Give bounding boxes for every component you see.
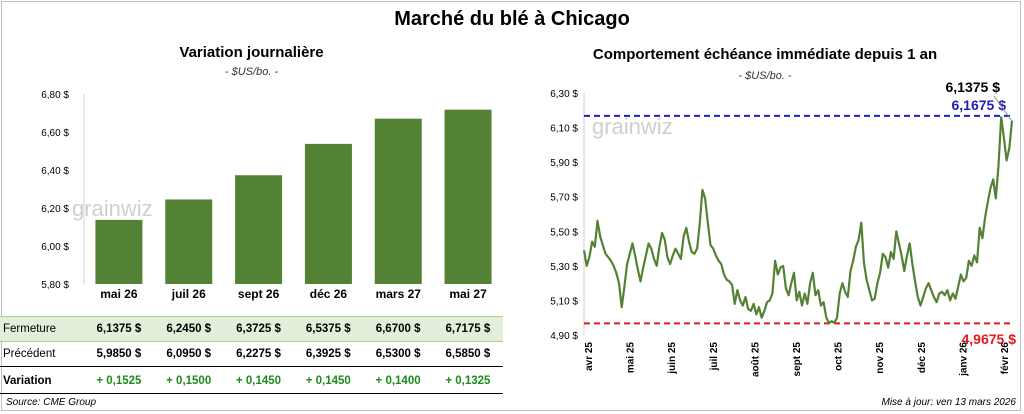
line-x-tick: mai 25 bbox=[626, 342, 637, 374]
line-x-tick: nov 25 bbox=[875, 342, 886, 374]
bar-x-tick: mai 26 bbox=[100, 287, 138, 301]
line-y-tick: 4,90 $ bbox=[550, 331, 578, 342]
right-chart-title: Comportement échéance immédiate depuis 1… bbox=[592, 46, 938, 63]
bar bbox=[374, 118, 422, 284]
previous-cell: 6,3925 $ bbox=[305, 348, 351, 360]
bar-y-tick: 5,80 $ bbox=[41, 280, 69, 291]
bar-x-tick: sept 26 bbox=[238, 287, 280, 301]
variation-cell: + 0,1450 bbox=[235, 375, 282, 387]
previous-cell: 6,0950 $ bbox=[166, 348, 212, 360]
left-chart-title: Variation journalière bbox=[179, 44, 324, 61]
line-y-tick: 5,50 $ bbox=[550, 227, 578, 238]
bar bbox=[235, 175, 283, 284]
line-x-tick: juil 25 bbox=[709, 342, 720, 372]
line-x-tick: janv 26 bbox=[958, 342, 969, 377]
bar-x-tick: déc 26 bbox=[310, 287, 348, 301]
bar bbox=[95, 219, 143, 284]
variation-cell: + 0,1525 bbox=[96, 375, 142, 387]
variation-cell: + 0,1500 bbox=[166, 375, 212, 387]
left-chart-subtitle: - $US/bo. - bbox=[224, 66, 279, 78]
close-label: Fermeture bbox=[3, 323, 57, 335]
line-y-tick: 6,10 $ bbox=[550, 124, 578, 135]
previous-cell: 6,5850 $ bbox=[445, 348, 491, 360]
bar-y-tick: 6,00 $ bbox=[41, 242, 69, 253]
close-row: Fermeture 6,1375 $ 6,2450 $ 6,3725 $ 6,5… bbox=[0, 316, 503, 342]
line-y-tick: 5,10 $ bbox=[550, 296, 578, 307]
close-cell: 6,1375 $ bbox=[96, 323, 142, 335]
close-cell: 6,7175 $ bbox=[445, 323, 491, 335]
bar bbox=[444, 109, 492, 284]
page-title: Marché du blé à Chicago bbox=[394, 8, 630, 30]
line-x-tick: sept 25 bbox=[792, 342, 803, 377]
bar-x-tick: mai 27 bbox=[449, 287, 487, 301]
low-price-label: 4,9675 $ bbox=[962, 331, 1017, 347]
close-cell: 6,6700 $ bbox=[375, 323, 421, 335]
line-x-tick: août 25 bbox=[750, 342, 761, 377]
line-y-tick: 5,70 $ bbox=[550, 193, 578, 204]
source-note: Source: CME Group bbox=[6, 397, 97, 408]
line-x-tick: oct 25 bbox=[834, 342, 845, 371]
bar-x-tick: juil 26 bbox=[171, 287, 206, 301]
close-cell: 6,5375 $ bbox=[305, 323, 351, 335]
bar-y-tick: 6,40 $ bbox=[41, 166, 69, 177]
bar-chart: grainwiz 5,80 $ 6,00 $ 6,20 $ 6,40 $ 6,60 $ 6… bbox=[41, 90, 492, 301]
line-y-tick: 5,90 $ bbox=[550, 158, 578, 169]
last-price-leader bbox=[993, 95, 1013, 122]
previous-label: Précédent bbox=[3, 348, 56, 360]
previous-cell: 6,2275 $ bbox=[236, 348, 281, 360]
bar-y-tick: 6,20 $ bbox=[41, 204, 69, 215]
previous-cell: 5,9850 $ bbox=[96, 348, 142, 360]
line-chart: grainwiz 6,1375 $ 6,1675 $ 4,9675 $ 4,90… bbox=[550, 80, 1017, 377]
line-x-tick: déc 25 bbox=[917, 342, 928, 374]
high-price-label: 6,1675 $ bbox=[952, 97, 1007, 113]
variation-row: Variation + 0,1525 + 0,1500 + 0,1450 + 0… bbox=[0, 369, 503, 394]
previous-row: Précédent 5,9850 $ 6,0950 $ 6,2275 $ 6,3… bbox=[0, 342, 503, 367]
bar-x-tick: mars 27 bbox=[376, 287, 422, 301]
variation-label: Variation bbox=[3, 375, 52, 387]
previous-cell: 6,5300 $ bbox=[375, 348, 421, 360]
right-chart-subtitle: - $US/bo. - bbox=[738, 70, 792, 82]
close-cell: 6,2450 $ bbox=[166, 323, 212, 335]
variation-cell: + 0,1325 bbox=[445, 375, 491, 387]
right-watermark: grainwiz bbox=[592, 114, 673, 139]
bar bbox=[165, 199, 213, 284]
line-y-tick: 5,30 $ bbox=[550, 262, 578, 273]
price-line bbox=[582, 116, 1014, 324]
line-x-tick: avr 25 bbox=[584, 342, 595, 371]
line-y-tick: 6,30 $ bbox=[550, 89, 578, 100]
variation-cell: + 0,1400 bbox=[375, 375, 421, 387]
update-note: Mise à jour: ven 13 mars 2026 bbox=[881, 397, 1016, 408]
left-watermark: grainwiz bbox=[72, 196, 153, 221]
line-x-tick: juin 25 bbox=[667, 342, 678, 375]
variation-cell: + 0,1450 bbox=[305, 375, 351, 387]
close-cell: 6,3725 $ bbox=[236, 323, 281, 335]
bar bbox=[304, 143, 352, 284]
bar-y-tick: 6,60 $ bbox=[41, 128, 69, 139]
last-price-label: 6,1375 $ bbox=[946, 80, 1001, 95]
line-x-tick: févr 26 bbox=[1000, 342, 1011, 375]
bar-y-tick: 6,80 $ bbox=[41, 90, 69, 101]
